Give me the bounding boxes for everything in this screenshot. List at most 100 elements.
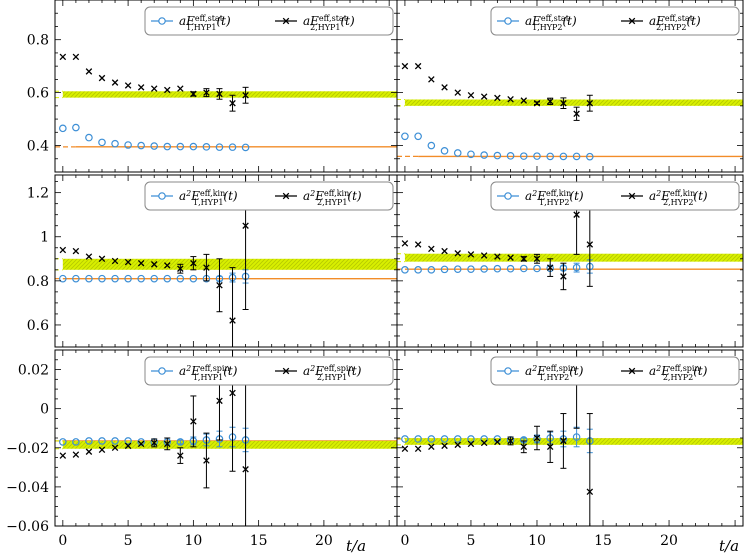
x-axis-label-right: t/a (719, 537, 739, 555)
x-tick-label: 5 (466, 533, 475, 549)
data-point-circle (163, 142, 172, 151)
legend-label-series1: a2Eeff,spin 1,HYP1(t) (179, 364, 238, 382)
data-point-circle (72, 438, 80, 446)
data-point-circle (137, 274, 145, 283)
data-point-cross (111, 79, 119, 86)
data-point-circle (228, 143, 237, 151)
data-point-cross (467, 92, 475, 99)
data-point-circle (427, 266, 436, 274)
panel-frame (396, 174, 744, 348)
data-point-circle (124, 274, 132, 283)
data-point-circle (506, 264, 515, 273)
data-point-cross (216, 281, 223, 289)
panel-plot-area (55, 350, 397, 526)
y-tick-label: 0.02 (18, 363, 49, 379)
data-point-cross (98, 255, 106, 263)
data-point-cross (480, 252, 488, 259)
panel-plot-area (397, 350, 743, 526)
data-point-circle (401, 132, 409, 141)
data-point-cross (454, 89, 462, 96)
data-point-cross (428, 245, 435, 253)
data-point-cross (59, 53, 67, 61)
panel-stat-HYP1: 0.4 0.6 0.8 aEeff,stat 1,HYP1(t) aEeff,stat 2,… (27, 0, 398, 173)
data-point-cross (177, 452, 184, 459)
data-point-cross (137, 84, 145, 91)
data-point-circle (59, 124, 67, 133)
data-point-cross (441, 84, 448, 91)
data-point-cross (586, 241, 594, 248)
data-point-cross (59, 452, 67, 459)
data-point-circle (453, 149, 462, 157)
y-tick-label: 1 (40, 230, 49, 246)
data-point-circle (59, 438, 67, 446)
legend-label-series1: aEeff,stat 1,HYP2(t) (525, 14, 577, 32)
legend-marker-cross (282, 17, 290, 25)
x-tick-label: 15 (594, 533, 612, 549)
legend-label-series1: a2Eeff,kin 1,HYP1(t) (179, 189, 238, 207)
data-point-circle (572, 433, 581, 441)
data-point-circle (506, 152, 515, 160)
data-point-cross (494, 253, 501, 260)
data-point-circle (85, 274, 93, 283)
data-point-cross (242, 466, 249, 473)
legend-marker-cross (628, 17, 636, 25)
data-point-cross (494, 438, 501, 446)
data-point-cross (85, 68, 93, 75)
y-tick-label: 0.6 (27, 86, 49, 102)
data-point-circle (414, 132, 422, 141)
data-point-cross (98, 74, 106, 82)
data-point-circle (453, 435, 462, 443)
data-point-cross (533, 99, 541, 107)
data-point-cross (546, 98, 554, 105)
data-point-cross (98, 446, 106, 453)
data-point-cross (560, 99, 567, 107)
legend-marker-cross (628, 192, 636, 200)
data-point-circle (427, 435, 436, 443)
data-point-cross (560, 273, 567, 280)
data-point-cross (124, 258, 132, 266)
data-point-circle (572, 263, 581, 272)
legend-label-series2: a2Eeff,spin 2,HYP2(t) (649, 364, 708, 382)
data-point-circle (519, 264, 528, 273)
data-point-cross (401, 240, 409, 247)
data-point-cross (467, 440, 475, 448)
data-point-circle (176, 142, 185, 151)
data-point-circle (215, 143, 224, 151)
data-point-cross (203, 89, 210, 96)
data-point-cross (520, 97, 528, 104)
data-point-cross (150, 261, 158, 268)
data-point-cross (72, 451, 80, 458)
data-point-cross (137, 440, 145, 448)
data-point-cross (190, 259, 197, 267)
data-point-cross (507, 254, 514, 261)
data-point-cross (533, 255, 541, 263)
legend-label-series2: a2Eeff,kin 2,HYP2(t) (649, 189, 708, 207)
data-point-cross (414, 445, 422, 453)
data-point-circle (150, 274, 159, 283)
data-point-circle (467, 150, 475, 159)
data-point-cross (428, 443, 435, 451)
data-point-cross (573, 110, 580, 118)
data-point-cross (480, 93, 488, 100)
data-point-cross (560, 437, 567, 445)
data-point-cross (85, 448, 93, 455)
data-point-circle (72, 274, 80, 283)
data-point-circle (440, 435, 449, 443)
data-point-cross (203, 457, 210, 464)
data-point-circle (241, 143, 250, 152)
data-point-cross (573, 211, 580, 218)
data-point-cross (137, 259, 145, 267)
data-point-cross (546, 443, 554, 451)
data-point-circle (72, 123, 80, 132)
fit-band (404, 438, 743, 445)
data-point-cross (72, 53, 80, 61)
panel-plot-area (397, 62, 743, 161)
data-point-circle (98, 274, 106, 283)
data-point-circle (467, 265, 475, 273)
data-point-cross (72, 247, 80, 255)
data-point-cross (150, 439, 158, 447)
data-point-cross (229, 389, 236, 397)
data-point-cross (177, 85, 184, 92)
data-point-cross (59, 246, 67, 254)
legend-marker-cross (282, 367, 290, 375)
